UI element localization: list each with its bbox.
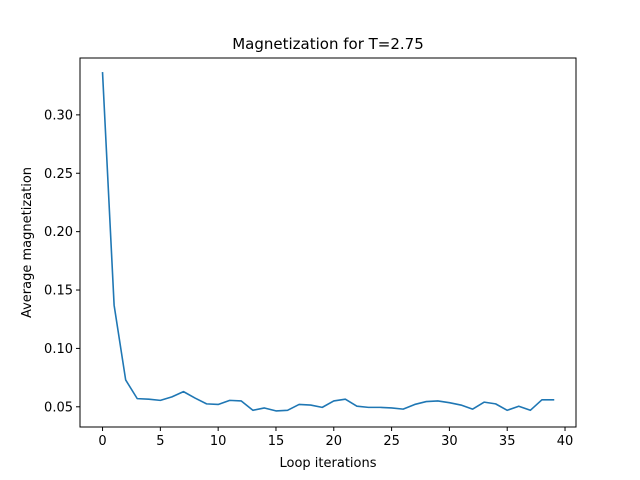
y-tick-label: 0.15 — [44, 284, 73, 299]
x-tick-label: 0 — [98, 434, 106, 449]
y-tick-label: 0.10 — [44, 342, 73, 357]
x-tick-label: 5 — [156, 434, 164, 449]
y-tick-label: 0.30 — [44, 108, 73, 123]
y-axis-label: Average magnetization — [20, 167, 35, 318]
x-tick-label: 15 — [268, 434, 285, 449]
x-tick-label: 20 — [326, 434, 343, 449]
x-tick-label: 40 — [557, 434, 574, 449]
chart-title: Magnetization for T=2.75 — [232, 35, 424, 53]
x-tick-label: 30 — [441, 434, 458, 449]
x-tick-label: 25 — [383, 434, 400, 449]
x-tick-label: 10 — [210, 434, 227, 449]
magnetization-series-line — [101, 71, 555, 412]
plot-layer — [101, 71, 555, 412]
plot-frame — [79, 57, 577, 428]
y-tick-label: 0.25 — [44, 167, 73, 182]
tick-layer: 0 5 10 15 20 25 30 35 40 0.05 0.10 0.15 0.20 0.25 0.30 — [44, 108, 573, 449]
x-tick-label: 35 — [499, 434, 516, 449]
x-axis-label: Loop iterations — [280, 456, 377, 471]
y-tick-label: 0.20 — [44, 225, 73, 240]
y-tick-label: 0.05 — [44, 400, 73, 415]
